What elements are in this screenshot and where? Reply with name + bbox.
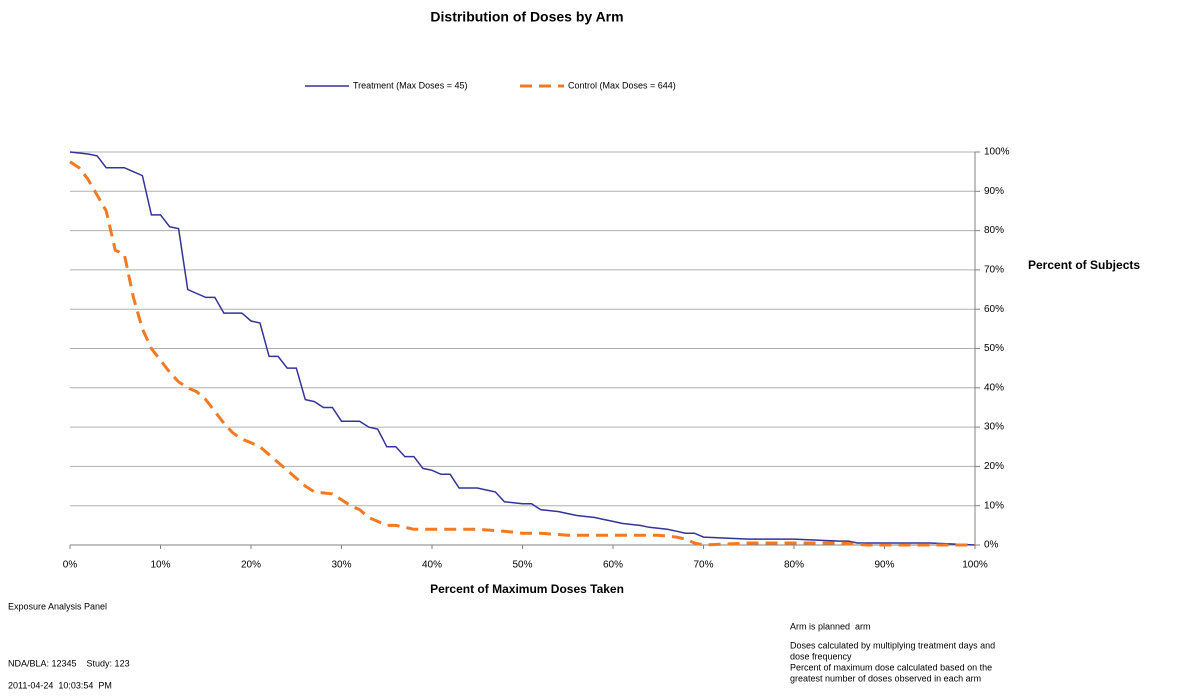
footnote: 2011-04-24 10:03:54 PM: [8, 680, 112, 690]
y-tick-label: 90%: [984, 186, 1004, 197]
y-tick-label: 10%: [984, 500, 1004, 511]
x-tick-label: 100%: [962, 560, 988, 571]
x-tick-label: 30%: [331, 560, 351, 571]
x-axis-label: Percent of Maximum Doses Taken: [430, 582, 624, 596]
footnote: Exposure Analysis Panel: [8, 601, 107, 611]
y-tick-label: 80%: [984, 225, 1004, 236]
footnote: Percent of maximum dose calculated based…: [790, 662, 992, 672]
footnote: Doses calculated by multiplying treatmen…: [790, 640, 995, 650]
footnote: NDA/BLA: 12345 Study: 123: [8, 658, 130, 668]
y-tick-label: 50%: [984, 343, 1004, 354]
x-tick-label: 70%: [693, 560, 713, 571]
y-tick-label: 20%: [984, 461, 1004, 472]
x-tick-label: 10%: [150, 560, 170, 571]
y-tick-label: 40%: [984, 382, 1004, 393]
legend-label: Treatment (Max Doses = 45): [353, 80, 467, 90]
y-tick-label: 30%: [984, 422, 1004, 433]
legend-label: Control (Max Doses = 644): [568, 80, 676, 90]
y-tick-label: 100%: [984, 147, 1010, 158]
footnote: dose frequency: [790, 651, 852, 661]
x-tick-label: 40%: [422, 560, 442, 571]
y-tick-label: 60%: [984, 304, 1004, 315]
footnote: Arm is planned arm: [790, 621, 871, 631]
x-tick-label: 20%: [241, 560, 261, 571]
y-tick-label: 0%: [984, 540, 999, 551]
series-line: [69, 151, 976, 546]
x-tick-label: 0%: [63, 560, 78, 571]
x-tick-label: 60%: [603, 560, 623, 571]
series-line: [69, 160, 975, 547]
y-tick-label: 70%: [984, 265, 1004, 276]
x-tick-label: 90%: [874, 560, 894, 571]
y-axis-label: Percent of Subjects: [1028, 258, 1140, 272]
x-tick-label: 50%: [512, 560, 532, 571]
x-tick-label: 80%: [784, 560, 804, 571]
footnote: greatest number of doses observed in eac…: [790, 673, 981, 683]
chart-title: Distribution of Doses by Arm: [430, 9, 623, 25]
